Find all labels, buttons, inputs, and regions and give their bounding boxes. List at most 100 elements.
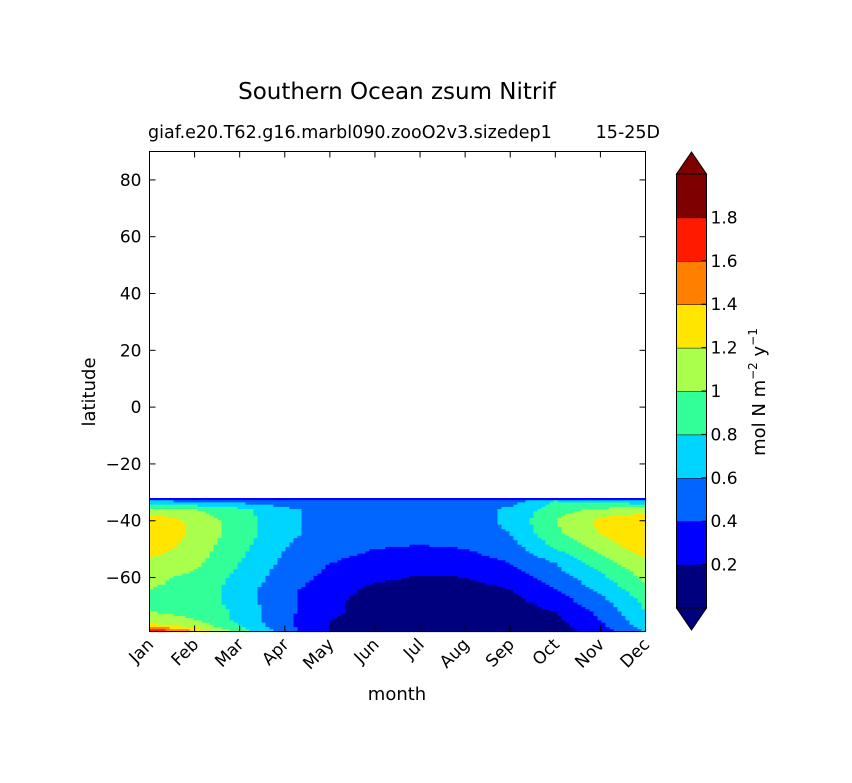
contour-cell xyxy=(533,520,539,524)
contour-cell xyxy=(273,526,279,530)
contour-cell xyxy=(561,578,567,581)
contour-cell xyxy=(525,531,531,535)
contour-cell xyxy=(633,515,639,519)
contour-cell xyxy=(441,513,447,517)
contour-cell xyxy=(389,558,395,561)
contour-cell xyxy=(397,538,403,541)
contour-cell xyxy=(277,506,283,510)
contour-cell xyxy=(397,524,403,528)
contour-cell xyxy=(417,511,423,515)
contour-cell xyxy=(369,566,375,570)
contour-cell xyxy=(153,580,159,584)
contour-cell xyxy=(441,522,447,526)
contour-cell xyxy=(229,551,235,555)
contour-cell xyxy=(309,544,315,548)
contour-cell xyxy=(381,553,387,557)
contour-cell xyxy=(581,538,587,541)
contour-cell xyxy=(541,502,547,506)
contour-cell xyxy=(593,569,599,573)
contour-cell xyxy=(581,513,587,517)
contour-cell xyxy=(389,553,395,557)
contour-cell xyxy=(573,551,579,555)
contour-cell xyxy=(257,515,263,519)
contour-cell xyxy=(557,560,563,564)
contour-cell xyxy=(489,546,495,550)
contour-cell xyxy=(241,522,247,526)
contour-cell xyxy=(613,518,619,521)
contour-cell xyxy=(557,540,563,544)
contour-cell xyxy=(297,540,303,544)
contour-cell xyxy=(349,564,355,568)
contour-cell xyxy=(545,526,551,530)
contour-cell xyxy=(353,538,359,541)
contour-cell xyxy=(617,555,623,559)
contour-cell xyxy=(481,535,487,539)
contour-cell xyxy=(237,580,243,584)
contour-cell xyxy=(465,535,471,539)
contour-cell xyxy=(517,580,523,584)
contour-cell xyxy=(173,518,179,521)
contour-cell xyxy=(413,511,419,515)
contour-cell xyxy=(357,511,363,515)
contour-cell xyxy=(185,498,191,501)
contour-cell xyxy=(353,498,359,501)
contour-cell xyxy=(369,555,375,559)
contour-cell xyxy=(477,566,483,570)
contour-cell xyxy=(601,546,607,550)
contour-cell xyxy=(397,580,403,584)
contour-cell xyxy=(373,562,379,566)
contour-cell xyxy=(365,502,371,506)
contour-cell xyxy=(293,553,299,557)
contour-cell xyxy=(169,529,175,532)
contour-cell xyxy=(561,575,567,579)
contour-cell xyxy=(345,500,351,504)
contour-cell xyxy=(389,509,395,512)
contour-cell xyxy=(357,506,363,510)
contour-cell xyxy=(465,575,471,579)
contour-cell xyxy=(633,564,639,568)
contour-cell xyxy=(565,540,571,544)
contour-cell xyxy=(573,580,579,584)
contour-cell xyxy=(277,526,283,530)
contour-cell xyxy=(629,513,635,517)
contour-cell xyxy=(169,560,175,564)
contour-cell xyxy=(357,531,363,535)
contour-cell xyxy=(213,515,219,519)
contour-cell xyxy=(357,504,363,508)
contour-cell xyxy=(213,520,219,524)
contour-cell xyxy=(453,538,459,541)
contour-cell xyxy=(465,553,471,557)
contour-cell xyxy=(273,515,279,519)
contour-cell xyxy=(593,566,599,570)
contour-cell xyxy=(149,555,155,559)
contour-cell xyxy=(269,533,275,537)
contour-cell xyxy=(541,540,547,544)
contour-cell xyxy=(381,502,387,506)
contour-cell xyxy=(609,546,615,550)
contour-cell xyxy=(605,558,611,561)
contour-cell xyxy=(269,562,275,566)
contour-cell xyxy=(601,575,607,579)
contour-cell xyxy=(477,533,483,537)
contour-cell xyxy=(421,558,427,561)
contour-cell xyxy=(617,564,623,568)
contour-cell xyxy=(609,578,615,581)
contour-cell xyxy=(157,520,163,524)
contour-cell xyxy=(453,582,459,586)
contour-cell xyxy=(313,546,319,550)
contour-cell xyxy=(185,509,191,512)
contour-cell xyxy=(341,540,347,544)
contour-cell xyxy=(581,569,587,573)
contour-cell xyxy=(357,580,363,584)
contour-cell xyxy=(501,584,507,588)
contour-cell xyxy=(365,506,371,510)
contour-cell xyxy=(361,575,367,579)
contour-cell xyxy=(305,500,311,504)
contour-cell xyxy=(197,587,203,590)
contour-cell xyxy=(433,578,439,581)
contour-cell xyxy=(269,531,275,535)
contour-cell xyxy=(249,558,255,561)
contour-cell xyxy=(445,522,451,526)
contour-cell xyxy=(589,535,595,539)
contour-cell xyxy=(433,551,439,555)
